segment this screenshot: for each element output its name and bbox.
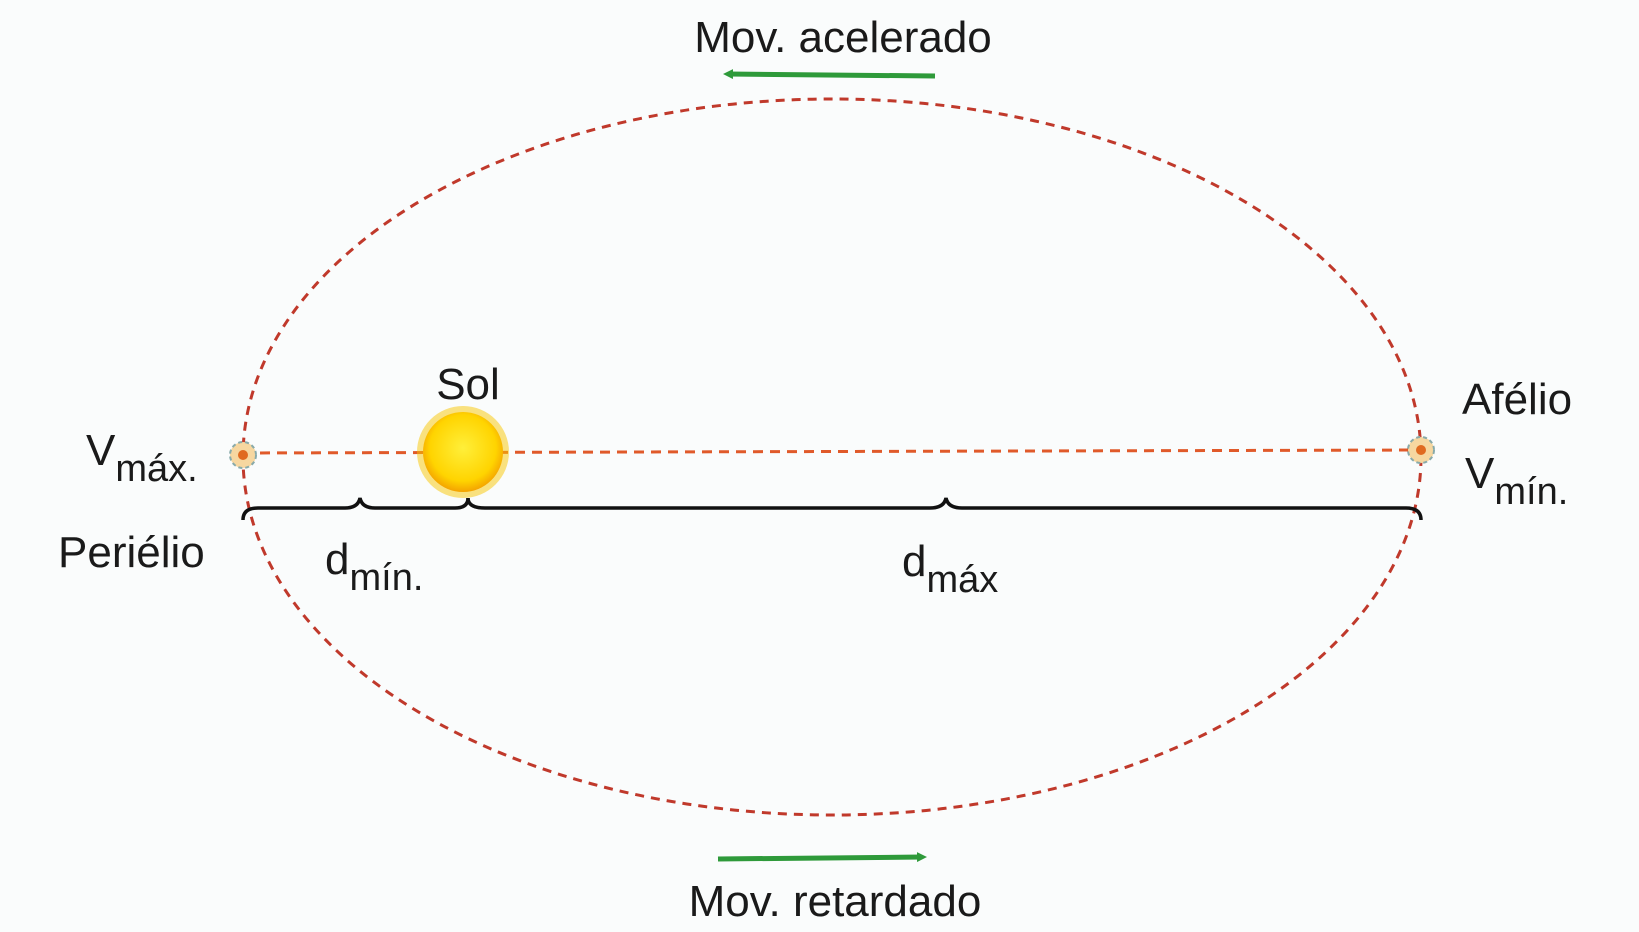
v-min-label: Vmín. <box>1465 449 1568 513</box>
d-max-sub: máx <box>926 559 998 601</box>
planet-perihelion <box>230 442 256 468</box>
v-max-sub: máx. <box>115 448 197 490</box>
brace-d-min <box>243 498 468 520</box>
bottom-arrow-label: Mov. retardado <box>689 877 982 926</box>
v-max-main: V <box>86 426 116 475</box>
d-min-main: d <box>325 535 349 584</box>
top-arrow-label: Mov. acelerado <box>694 13 992 62</box>
d-min-sub: mín. <box>349 557 423 599</box>
sun <box>417 406 509 498</box>
v-max-label: Vmáx. <box>86 426 198 490</box>
brace-d-max <box>468 498 1421 520</box>
page: {"labels": { "top_arrow": "Mov. acelerad… <box>0 0 1639 932</box>
v-min-sub: mín. <box>1494 471 1568 513</box>
arrow-retarded <box>718 857 922 859</box>
aphelion-label: Afélio <box>1462 375 1572 424</box>
sun-label: Sol <box>436 360 500 409</box>
arrow-accelerated <box>728 74 935 76</box>
orbit-diagram: Mov. acelerado Mov. retardado Sol Afélio… <box>0 0 1639 932</box>
d-min-label: dmín. <box>325 535 423 599</box>
planet-aphelion <box>1408 437 1434 463</box>
perihelion-label: Periélio <box>58 528 205 577</box>
v-min-main: V <box>1465 449 1495 498</box>
d-max-label: dmáx <box>902 537 998 601</box>
d-max-main: d <box>902 537 926 586</box>
